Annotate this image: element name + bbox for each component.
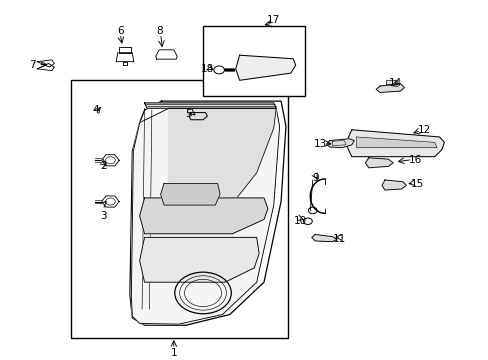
Polygon shape [122,62,127,65]
Polygon shape [130,101,285,325]
Text: 9: 9 [311,173,318,183]
Polygon shape [140,198,267,234]
Text: 10: 10 [293,216,306,226]
Polygon shape [326,139,353,148]
Polygon shape [160,184,220,205]
Bar [71,80,288,338]
Text: 11: 11 [332,234,346,244]
Text: 1: 1 [170,348,177,358]
Text: 17: 17 [266,15,280,26]
Polygon shape [119,47,131,53]
Bar [203,26,305,96]
Text: 14: 14 [388,78,402,88]
Text: 15: 15 [410,179,424,189]
Polygon shape [345,130,444,157]
Polygon shape [37,60,54,67]
Polygon shape [356,137,436,148]
Text: 8: 8 [156,26,162,36]
Text: 4: 4 [92,105,99,115]
Polygon shape [102,155,119,166]
Polygon shape [168,108,276,226]
Text: 2: 2 [100,161,106,171]
Text: 16: 16 [407,155,421,165]
Polygon shape [156,50,177,59]
Polygon shape [188,113,207,120]
Polygon shape [131,108,279,324]
Polygon shape [235,55,295,80]
Text: 3: 3 [100,211,106,221]
Polygon shape [102,196,119,207]
Polygon shape [365,158,392,168]
Polygon shape [385,80,396,84]
Text: 12: 12 [417,125,430,135]
Text: 5: 5 [185,109,191,119]
Text: 6: 6 [117,26,123,36]
Text: 18: 18 [201,64,214,74]
Text: 13: 13 [313,139,326,149]
Polygon shape [140,237,259,282]
Polygon shape [381,180,406,190]
Polygon shape [311,234,336,242]
Polygon shape [37,63,54,71]
Polygon shape [116,53,134,62]
Text: 7: 7 [29,60,36,70]
Polygon shape [375,84,404,93]
Polygon shape [144,103,276,108]
